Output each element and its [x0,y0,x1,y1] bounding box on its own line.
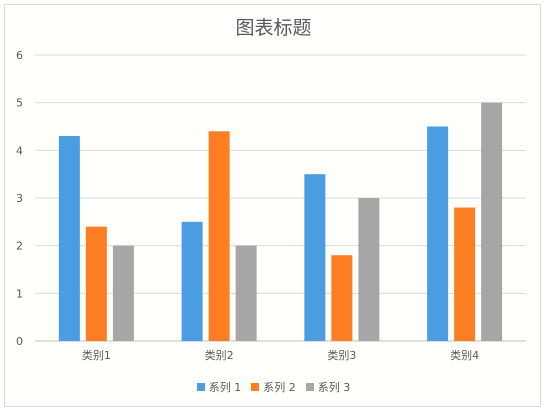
y-tick-label: 6 [16,49,23,62]
x-tick-label: 类别1 [82,348,111,362]
bar [427,126,449,341]
x-tick-label: 类别3 [327,348,356,362]
legend-swatch [196,383,205,391]
x-tick-label: 类别4 [450,348,479,362]
chart-area: 图表标题 0 1 2 3 4 5 6 类别1 类别2 类别3 类别4 系列 1 系列 2 系列 3 [4,4,541,407]
y-tick-label: 3 [16,192,23,205]
legend-item: 系列 3 [305,379,351,395]
legend-label: 系列 2 [263,381,296,394]
bar [454,207,476,341]
plot-area: 0 1 2 3 4 5 6 类别1 类别2 类别3 类别4 [16,49,526,362]
bar [58,136,80,341]
y-tick-label: 4 [16,144,23,157]
legend-swatch [305,383,314,391]
y-tick-label: 0 [16,335,23,348]
bar [235,245,257,341]
bar [358,198,380,341]
legend-swatch [251,383,260,391]
y-tick-label: 1 [16,287,23,300]
legend: 系列 1 系列 2 系列 3 [5,379,542,395]
y-tick-label: 5 [16,97,23,110]
chart-title: 图表标题 [235,17,312,39]
bar [208,131,230,341]
x-tick-label: 类别2 [205,348,234,362]
bar [304,174,326,341]
bar [112,245,134,341]
legend-item: 系列 1 [196,379,242,395]
y-tick-label: 2 [16,240,23,253]
legend-label: 系列 1 [208,381,242,394]
bar [331,255,353,341]
legend-label: 系列 3 [317,381,351,394]
bar [85,226,107,341]
bar [181,221,203,341]
bar [481,102,503,342]
legend-item: 系列 2 [251,379,296,395]
